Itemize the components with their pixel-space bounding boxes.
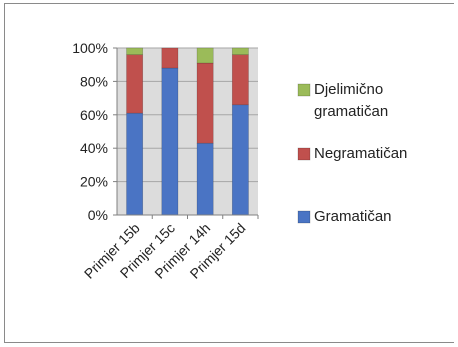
plot-area bbox=[117, 47, 258, 216]
legend-label: Gramatičan bbox=[314, 208, 392, 225]
y-tick-label: 0% bbox=[88, 207, 108, 223]
bar-segment bbox=[231, 54, 249, 106]
y-tick-label: 80% bbox=[80, 73, 108, 89]
y-axis: 0% 20% 40% 60% 80% 100% bbox=[72, 40, 118, 223]
bar-segment bbox=[231, 104, 249, 216]
legend-swatch bbox=[297, 83, 311, 97]
bar-segment bbox=[196, 62, 214, 144]
legend: Djelimično gramatičan Negramatičan Gramatič… bbox=[297, 81, 407, 225]
legend-label: Djelimično bbox=[314, 81, 383, 98]
bar-segment bbox=[161, 67, 179, 216]
bar-segment bbox=[126, 112, 144, 216]
y-tick-label: 40% bbox=[80, 140, 108, 156]
legend-swatch bbox=[297, 147, 311, 161]
bar-segment bbox=[161, 47, 179, 69]
legend-swatch bbox=[297, 210, 311, 224]
bar-segment bbox=[126, 54, 144, 114]
bar-segment bbox=[196, 47, 214, 64]
bar-segment bbox=[196, 142, 214, 216]
y-tick-label: 20% bbox=[80, 174, 108, 190]
bar-segment bbox=[231, 47, 249, 55]
y-tick-label: 100% bbox=[72, 40, 108, 56]
y-tick-label: 60% bbox=[80, 107, 108, 123]
bar-segment bbox=[126, 47, 144, 55]
legend-label: Negramatičan bbox=[314, 145, 407, 162]
legend-label: gramatičan bbox=[314, 103, 388, 120]
